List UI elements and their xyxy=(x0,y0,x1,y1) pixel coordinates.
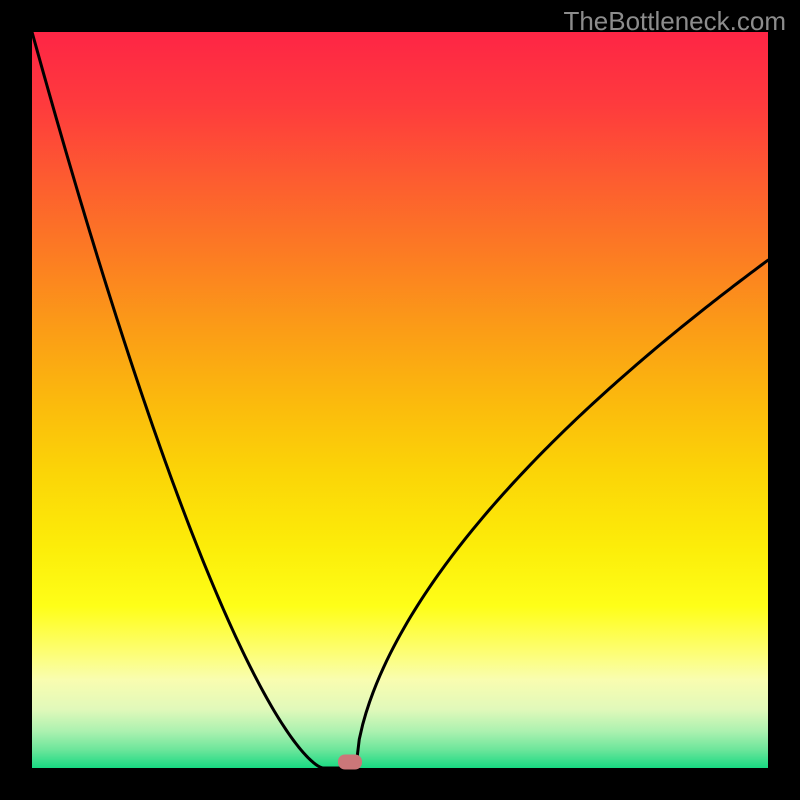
optimum-marker xyxy=(338,755,362,770)
plot-area xyxy=(32,32,768,768)
bottleneck-curve xyxy=(32,32,768,768)
watermark-text: TheBottleneck.com xyxy=(563,6,786,37)
